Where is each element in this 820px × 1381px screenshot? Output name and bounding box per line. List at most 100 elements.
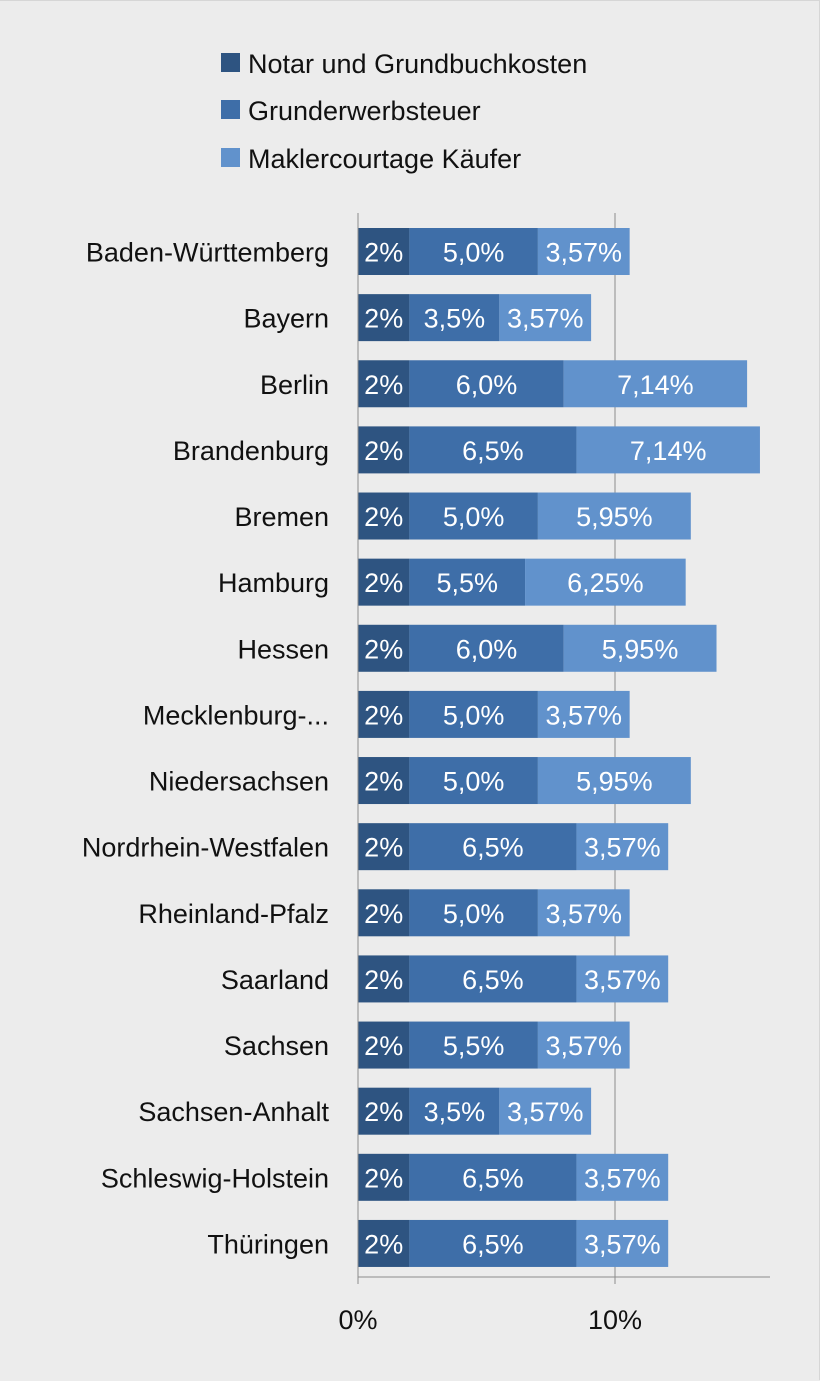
bar-0-14: [358, 1153, 410, 1201]
data-label-1-11: 6,5%: [462, 965, 524, 995]
category-label-14: Schleswig-Holstein: [101, 1163, 329, 1193]
category-label-6: Hessen: [237, 634, 329, 664]
bar-1-11: [409, 955, 577, 1003]
category-label-7: Mecklenburg-...: [143, 700, 329, 730]
data-label-2-14: 3,57%: [584, 1163, 661, 1193]
data-label-2-7: 3,57%: [545, 700, 622, 730]
bar-0-2: [358, 360, 410, 408]
data-label-1-12: 5,5%: [443, 1031, 505, 1061]
bar-2-15: [576, 1219, 669, 1267]
data-label-1-15: 6,5%: [462, 1229, 524, 1259]
data-label-2-4: 5,95%: [576, 502, 653, 532]
bar-1-5: [409, 558, 526, 606]
category-label-8: Niedersachsen: [149, 767, 329, 797]
bar-0-8: [358, 757, 410, 805]
category-label-10: Rheinland-Pfalz: [138, 899, 329, 929]
bar-1-6: [409, 624, 564, 672]
data-label-1-6: 6,0%: [456, 634, 518, 664]
bar-2-5: [525, 558, 686, 606]
bar-2-11: [576, 955, 669, 1003]
data-label-0-8: 2%: [364, 767, 403, 797]
bar-2-13: [499, 1087, 592, 1135]
data-label-2-5: 6,25%: [567, 568, 644, 598]
data-label-1-14: 6,5%: [462, 1163, 524, 1193]
data-label-2-1: 3,57%: [507, 304, 584, 334]
data-label-2-0: 3,57%: [545, 238, 622, 268]
bar-1-13: [409, 1087, 500, 1135]
category-label-9: Nordrhein-Westfalen: [82, 833, 329, 863]
bar-2-10: [537, 889, 630, 937]
category-label-4: Bremen: [234, 502, 329, 532]
bar-0-0: [358, 228, 410, 275]
data-label-0-7: 2%: [364, 700, 403, 730]
bar-0-11: [358, 955, 410, 1003]
category-label-15: Thüringen: [207, 1229, 329, 1259]
data-label-0-10: 2%: [364, 899, 403, 929]
data-label-2-12: 3,57%: [545, 1031, 622, 1061]
data-label-2-15: 3,57%: [584, 1229, 661, 1259]
bar-1-9: [409, 823, 577, 871]
category-label-2: Berlin: [260, 370, 329, 400]
bar-1-0: [409, 228, 538, 275]
legend-label-2: Maklercourtage Käufer: [248, 144, 521, 174]
bar-2-14: [576, 1153, 669, 1201]
bar-1-4: [409, 492, 538, 540]
data-label-0-2: 2%: [364, 370, 403, 400]
bar-0-3: [358, 426, 410, 474]
bar-1-14: [409, 1153, 577, 1201]
data-label-1-5: 5,5%: [436, 568, 498, 598]
data-label-0-3: 2%: [364, 436, 403, 466]
category-label-1: Bayern: [243, 304, 329, 334]
legend-swatch-2: [221, 148, 240, 167]
category-label-13: Sachsen-Anhalt: [138, 1097, 329, 1127]
data-label-0-0: 2%: [364, 238, 403, 268]
data-label-0-13: 2%: [364, 1097, 403, 1127]
category-label-5: Hamburg: [218, 568, 329, 598]
data-label-1-2: 6,0%: [456, 370, 518, 400]
data-label-0-5: 2%: [364, 568, 403, 598]
bar-1-2: [409, 360, 564, 408]
bar-2-4: [537, 492, 691, 540]
data-label-1-0: 5,0%: [443, 238, 505, 268]
data-label-1-13: 3,5%: [424, 1097, 486, 1127]
bar-2-6: [563, 624, 717, 672]
legend-label-0: Notar und Grundbuchkosten: [248, 49, 587, 79]
data-label-2-3: 7,14%: [630, 436, 707, 466]
data-label-2-10: 3,57%: [545, 899, 622, 929]
legend-label-1: Grunderwerbsteuer: [248, 96, 481, 126]
bar-1-15: [409, 1219, 577, 1267]
bar-2-7: [537, 690, 630, 738]
legend-swatch-0: [221, 53, 240, 72]
data-label-0-14: 2%: [364, 1163, 403, 1193]
data-label-0-11: 2%: [364, 965, 403, 995]
data-label-2-11: 3,57%: [584, 965, 661, 995]
bar-2-0: [537, 228, 630, 275]
data-label-1-9: 6,5%: [462, 833, 524, 863]
bar-1-3: [409, 426, 577, 474]
bar-0-12: [358, 1021, 410, 1069]
data-label-2-8: 5,95%: [576, 767, 653, 797]
bar-0-9: [358, 823, 410, 871]
bar-1-10: [409, 889, 538, 937]
data-label-1-4: 5,0%: [443, 502, 505, 532]
data-label-1-3: 6,5%: [462, 436, 524, 466]
bar-2-12: [537, 1021, 630, 1069]
data-label-0-9: 2%: [364, 833, 403, 863]
x-tick-label-0: 0%: [338, 1305, 377, 1335]
data-label-0-1: 2%: [364, 304, 403, 334]
bar-1-8: [409, 757, 538, 805]
data-label-0-6: 2%: [364, 634, 403, 664]
x-tick-label-1: 10%: [588, 1305, 642, 1335]
data-label-1-1: 3,5%: [424, 304, 486, 334]
data-label-0-12: 2%: [364, 1031, 403, 1061]
data-label-1-7: 5,0%: [443, 700, 505, 730]
bar-2-9: [576, 823, 669, 871]
bar-0-6: [358, 624, 410, 672]
bar-2-3: [576, 426, 760, 474]
bar-0-10: [358, 889, 410, 937]
data-label-1-10: 5,0%: [443, 899, 505, 929]
bar-1-12: [409, 1021, 538, 1069]
bar-0-15: [358, 1219, 410, 1267]
bar-1-1: [409, 294, 500, 342]
